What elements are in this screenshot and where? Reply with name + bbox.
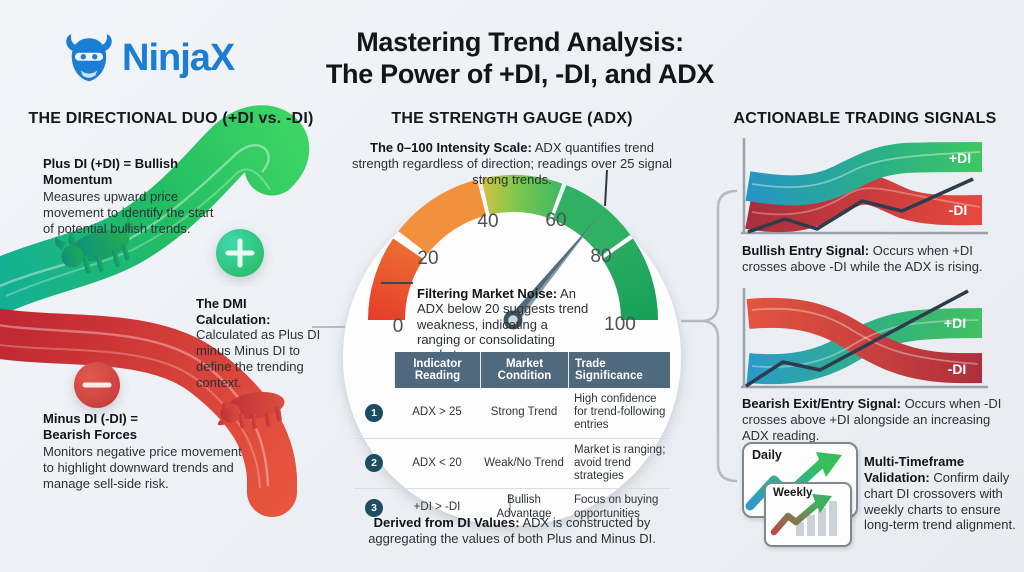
minus-circle-icon	[74, 362, 120, 408]
minus-di-title-line2: Bearish Forces	[43, 426, 137, 442]
table-row: 3 +DI > -DI Bullish Advantage Focus on b…	[354, 489, 670, 525]
adx-table: Indicator Reading Market Condition Trade…	[354, 352, 670, 526]
derived-note: Derived from DI Values: ADX is construct…	[352, 515, 672, 547]
row-condition: Strong Trend	[490, 406, 558, 419]
plus-di-block: Plus DI (+DI) = Bullish Momentum Measure…	[43, 156, 223, 237]
minus-di-body: Monitors negative price movement to high…	[43, 444, 242, 491]
row-reading: +DI > -DI	[413, 500, 461, 513]
bullish-signal-caption: Bullish Entry Signal: Occurs when +DI cr…	[742, 243, 994, 275]
chart2-minus-di-label: -DI	[947, 361, 967, 377]
row-number-badge: 2	[365, 454, 383, 473]
page-title-line2: The Power of +DI, -DI, and ADX	[325, 59, 715, 90]
derived-title: Derived from DI Values:	[373, 515, 520, 530]
bearish-wave	[0, 308, 297, 517]
bearish-signal-caption: Bearish Exit/Entry Signal: Occurs when -…	[742, 396, 1002, 444]
derived-body: ADX is constructed by aggregating the va…	[368, 515, 656, 546]
intensity-scale-title: The 0–100 Intensity Scale:	[370, 140, 532, 155]
bullish-crossover-chart	[741, 138, 988, 235]
row-number-badge: 3	[365, 498, 383, 517]
dmi-body: Calculated as Plus DI minus Minus DI to …	[196, 327, 321, 390]
brand-logo: NinjaX	[62, 30, 235, 86]
adx-table-header-reading: Indicator Reading	[394, 352, 480, 388]
mtf-note: Multi-Timeframe Validation: Confirm dail…	[864, 454, 1019, 533]
daily-label: Daily	[752, 448, 782, 462]
adx-table-header-significance: Trade Significance	[568, 352, 670, 388]
row-reading: ADX > 25	[412, 406, 462, 419]
left-column-heading: THE DIRECTIONAL DUO (+DI vs. -DI)	[28, 110, 314, 127]
chart1-minus-di-label: -DI	[948, 202, 968, 218]
page-title-line1: Mastering Trend Analysis:	[356, 27, 684, 57]
brand-name: NinjaX	[122, 36, 235, 79]
intensity-scale-note: The 0–100 Intensity Scale: ADX quantifie…	[350, 140, 674, 188]
bearish-signal-body: Occurs when -DI crosses above +DI alongs…	[742, 396, 1002, 443]
gauge-arc	[368, 175, 658, 320]
adx-table-header-row: Indicator Reading Market Condition Trade…	[354, 352, 670, 388]
bear-icon	[217, 391, 285, 429]
plus-di-body: Measures upward price movement to identi…	[43, 189, 214, 236]
right-brace	[681, 189, 738, 483]
gauge-tick-60: 60	[545, 210, 567, 231]
filtering-title: Filtering Market Noise:	[417, 286, 558, 301]
adx-table-header-condition: Market Condition	[480, 352, 568, 388]
weekly-trend-arrow-icon	[770, 494, 837, 536]
gauge-tick-20: 20	[417, 248, 439, 269]
row-significance: Focus on buying opportunities	[574, 494, 659, 520]
middle-column-heading: THE STRENGTH GAUGE (ADX)	[391, 110, 633, 127]
gauge-tick-40: 40	[477, 211, 499, 232]
bullish-wave	[0, 105, 309, 316]
minus-di-block: Minus DI (-DI) = Bearish Forces Monitors…	[43, 411, 248, 492]
row-number-badge: 1	[365, 403, 383, 422]
table-row: 2 ADX < 20 Weak/No Trend Market is rangi…	[354, 439, 670, 490]
mtf-body: Confirm daily chart DI crossovers with w…	[864, 469, 1016, 533]
bearish-signal-title: Bearish Exit/Entry Signal:	[742, 396, 901, 411]
chart2-plus-di-label: +DI	[943, 315, 967, 331]
ninja-helmet-icon	[66, 34, 112, 82]
bullish-signal-body: Occurs when +DI crosses above -DI while …	[742, 243, 983, 274]
bull-icon	[55, 213, 131, 274]
minus-di-title-line1: Minus DI (-DI) =	[43, 411, 138, 426]
row-condition: Bullish Advantage	[496, 494, 552, 520]
mtf-title: Multi-Timeframe Validation:	[864, 454, 965, 485]
right-column-heading: ACTIONABLE TRADING SIGNALS	[733, 110, 997, 127]
chart1-plus-di-label: +DI	[948, 150, 972, 166]
gauge-tick-0: 0	[392, 316, 404, 337]
bearish-crossover-chart	[741, 288, 988, 389]
table-row: 1 ADX > 25 Strong Trend High confidence …	[354, 388, 670, 439]
gauge-tick-100: 100	[604, 314, 636, 335]
plus-circle-icon	[216, 229, 264, 277]
needle-callout-line	[604, 169, 608, 207]
gauge-tick-80: 80	[590, 246, 612, 267]
row-reading: ADX < 20	[412, 456, 462, 469]
intensity-scale-body: ADX quantifies trend strength regardless…	[351, 140, 673, 187]
weekly-chart-box: Weekly	[764, 482, 852, 547]
bullish-signal-title: Bullish Entry Signal:	[742, 243, 870, 258]
dmi-block: The DMI Calculation: Calculated as Plus …	[196, 296, 322, 391]
adx-table-header-spacer	[354, 364, 394, 376]
weekly-label: Weekly	[773, 487, 813, 499]
row-significance: High confidence for trend-following entr…	[574, 393, 666, 432]
plus-di-title: Plus DI (+DI) = Bullish Momentum	[43, 156, 179, 187]
dmi-title: The DMI Calculation:	[196, 296, 271, 327]
page-title: Mastering Trend Analysis: The Power of +…	[295, 26, 745, 91]
row-significance: Market is ranging; avoid trend strategie…	[574, 443, 666, 483]
row-condition: Weak/No Trend	[484, 456, 564, 469]
gauge-needle-icon	[503, 216, 599, 330]
